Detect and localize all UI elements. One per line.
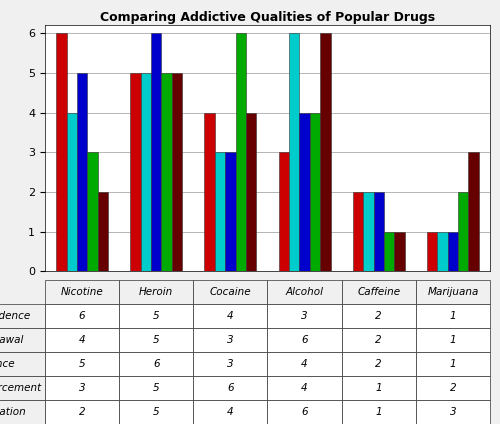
Text: Caffeine: Caffeine <box>357 291 401 301</box>
Bar <box>204 113 215 271</box>
Bar <box>363 192 374 271</box>
Title: Comparing Addictive Qualities of Popular Drugs: Comparing Addictive Qualities of Popular… <box>100 11 435 24</box>
Bar <box>394 232 404 271</box>
Bar <box>225 152 235 271</box>
Bar <box>246 113 256 271</box>
Text: Heroin: Heroin <box>139 291 173 301</box>
Bar <box>88 152 98 271</box>
Bar <box>130 73 140 271</box>
Bar <box>215 152 225 271</box>
Text: Alcohol: Alcohol <box>286 291 324 301</box>
Bar <box>289 33 300 271</box>
Text: Nicotine: Nicotine <box>60 291 104 301</box>
Bar <box>172 73 182 271</box>
Bar <box>458 192 468 271</box>
Bar <box>384 232 394 271</box>
Bar <box>374 192 384 271</box>
Bar <box>151 33 162 271</box>
Bar <box>66 113 77 271</box>
Bar <box>353 192 363 271</box>
Bar <box>320 33 330 271</box>
Bar <box>278 152 289 271</box>
Bar <box>140 73 151 271</box>
Bar <box>448 232 458 271</box>
Bar <box>56 33 66 271</box>
Bar <box>427 232 438 271</box>
Bar <box>236 33 246 271</box>
Text: Cocaine: Cocaine <box>210 291 251 301</box>
Text: Marijuana: Marijuana <box>427 291 478 301</box>
Bar <box>300 113 310 271</box>
Bar <box>162 73 172 271</box>
Bar <box>438 232 448 271</box>
Bar <box>77 73 88 271</box>
Bar <box>310 113 320 271</box>
Bar <box>98 192 108 271</box>
Bar <box>468 152 479 271</box>
